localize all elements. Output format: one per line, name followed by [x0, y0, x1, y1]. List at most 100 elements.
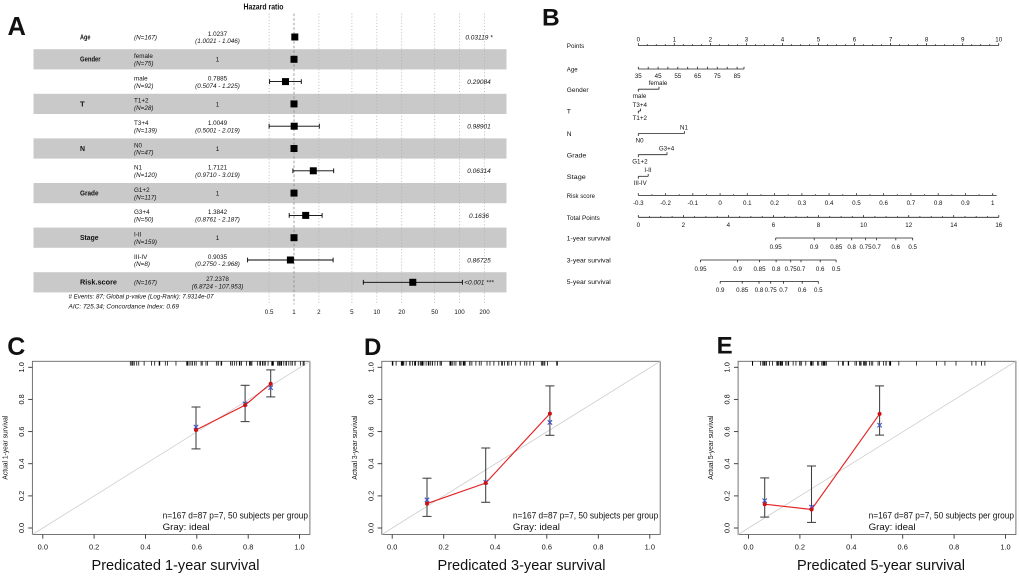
- svg-text:0.0: 0.0: [38, 542, 48, 551]
- svg-text:1: 1: [216, 57, 220, 64]
- svg-text:1.0: 1.0: [723, 362, 732, 372]
- svg-text:(0.5001 - 2.019): (0.5001 - 2.019): [195, 127, 240, 134]
- svg-text:4: 4: [727, 222, 731, 229]
- svg-text:3-year survival: 3-year survival: [567, 258, 611, 265]
- svg-text:(N=159): (N=159): [134, 239, 157, 246]
- svg-text:N0: N0: [636, 137, 644, 144]
- svg-text:0.7885: 0.7885: [208, 75, 228, 82]
- svg-text:2: 2: [682, 222, 686, 229]
- svg-text:(N=167): (N=167): [134, 280, 157, 287]
- svg-text:0.86725: 0.86725: [467, 257, 491, 264]
- svg-text:N: N: [567, 131, 572, 138]
- svg-text:0.0: 0.0: [743, 542, 753, 551]
- svg-text:n=167 d=87 p=7, 50 subjects pe: n=167 d=87 p=7, 50 subjects per group: [869, 511, 1014, 521]
- svg-text:1: 1: [673, 37, 677, 44]
- svg-text:D: D: [364, 334, 381, 361]
- svg-text:0.7: 0.7: [779, 287, 788, 294]
- svg-text:G1+2: G1+2: [632, 159, 648, 166]
- svg-text:5-year survival: 5-year survival: [567, 279, 611, 286]
- svg-text:N0: N0: [134, 142, 143, 149]
- svg-text:Points: Points: [567, 43, 585, 50]
- svg-text:Risk score: Risk score: [567, 193, 595, 200]
- svg-text:2: 2: [709, 37, 713, 44]
- svg-text:Stage: Stage: [567, 174, 586, 181]
- svg-text:1-year survival: 1-year survival: [567, 236, 611, 243]
- svg-text:Hazard ratio: Hazard ratio: [244, 2, 284, 11]
- svg-text:N1: N1: [680, 124, 688, 131]
- svg-text:0.3: 0.3: [798, 200, 807, 207]
- svg-text:0.85: 0.85: [830, 244, 843, 251]
- svg-text:0.5: 0.5: [908, 244, 917, 251]
- svg-text:27.2378: 27.2378: [206, 276, 229, 283]
- svg-text:0.6: 0.6: [192, 542, 202, 551]
- svg-text:(N=75): (N=75): [134, 61, 153, 68]
- svg-text:(N=47): (N=47): [134, 150, 153, 157]
- svg-text:Grade: Grade: [567, 152, 587, 159]
- svg-text:III-IV: III-IV: [134, 254, 148, 261]
- svg-text:-0.1: -0.1: [687, 200, 698, 207]
- svg-text:0.8: 0.8: [593, 542, 603, 551]
- svg-text:6: 6: [853, 37, 857, 44]
- svg-text:1: 1: [216, 101, 220, 108]
- svg-text:I-II: I-II: [644, 167, 651, 174]
- svg-text:0.0: 0.0: [387, 542, 397, 551]
- svg-text:1: 1: [292, 309, 296, 316]
- svg-text:Actual 5-year survival: Actual 5-year survival: [706, 415, 715, 479]
- svg-text:0.85: 0.85: [753, 266, 766, 273]
- svg-text:0.2: 0.2: [795, 542, 805, 551]
- svg-text:0.6: 0.6: [542, 542, 552, 551]
- svg-text:Gray: ideal: Gray: ideal: [163, 522, 210, 532]
- svg-text:T1+2: T1+2: [633, 115, 648, 122]
- svg-text:65: 65: [694, 73, 701, 80]
- svg-text:10: 10: [373, 309, 380, 316]
- svg-text:0: 0: [637, 222, 641, 229]
- svg-text:G1+2: G1+2: [134, 187, 150, 194]
- svg-text:female: female: [649, 80, 668, 87]
- svg-text:Age: Age: [567, 67, 578, 74]
- svg-text:9: 9: [961, 37, 965, 44]
- svg-text:0.7: 0.7: [907, 200, 916, 207]
- svg-text:A: A: [8, 13, 26, 41]
- svg-text:G3+4: G3+4: [134, 209, 150, 216]
- svg-text:50: 50: [431, 309, 438, 316]
- svg-text:(N=139): (N=139): [134, 127, 157, 134]
- svg-text:0.2: 0.2: [89, 542, 99, 551]
- svg-text:0.4: 0.4: [140, 542, 150, 551]
- svg-text:6: 6: [772, 222, 776, 229]
- svg-text:(6.8724 - 107.953): (6.8724 - 107.953): [192, 284, 244, 291]
- svg-text:(0.5074 - 1.225): (0.5074 - 1.225): [195, 83, 240, 90]
- svg-text:(N=92): (N=92): [134, 83, 153, 90]
- svg-text:0.6: 0.6: [723, 426, 732, 436]
- svg-text:0.6: 0.6: [879, 200, 888, 207]
- svg-text:0.5: 0.5: [814, 287, 823, 294]
- svg-text:(0.9710 - 3.019): (0.9710 - 3.019): [195, 172, 240, 179]
- svg-text:(N=8): (N=8): [134, 261, 150, 268]
- svg-text:4: 4: [781, 37, 785, 44]
- svg-text:N: N: [80, 146, 85, 153]
- svg-text:-0.3: -0.3: [633, 200, 644, 207]
- svg-text:0.85: 0.85: [736, 287, 749, 294]
- svg-text:B: B: [542, 4, 560, 31]
- svg-text:0.75: 0.75: [859, 244, 872, 251]
- svg-text:7: 7: [889, 37, 893, 44]
- svg-text:0.2: 0.2: [723, 491, 732, 501]
- svg-text:(0.8761 - 2.187): (0.8761 - 2.187): [195, 217, 240, 224]
- svg-text:8: 8: [817, 222, 821, 229]
- svg-text:0.6: 0.6: [816, 266, 825, 273]
- svg-text:1.0: 1.0: [17, 362, 26, 372]
- svg-text:0.6: 0.6: [891, 244, 900, 251]
- svg-text:Gray: ideal: Gray: ideal: [513, 522, 560, 532]
- svg-text:female: female: [134, 53, 153, 60]
- svg-text:1.0: 1.0: [366, 362, 375, 372]
- svg-text:0.8: 0.8: [934, 200, 943, 207]
- svg-text:0: 0: [718, 200, 722, 207]
- svg-text:0.5: 0.5: [265, 309, 274, 316]
- svg-text:0.8: 0.8: [755, 287, 764, 294]
- svg-text:T3+4: T3+4: [134, 120, 149, 127]
- svg-text:1.3842: 1.3842: [208, 209, 228, 216]
- svg-text:0.8: 0.8: [243, 542, 253, 551]
- svg-text:0.5: 0.5: [832, 266, 841, 273]
- svg-text:1.0049: 1.0049: [208, 120, 228, 127]
- svg-text:0.03119 *: 0.03119 *: [465, 34, 493, 41]
- svg-text:1: 1: [216, 235, 220, 242]
